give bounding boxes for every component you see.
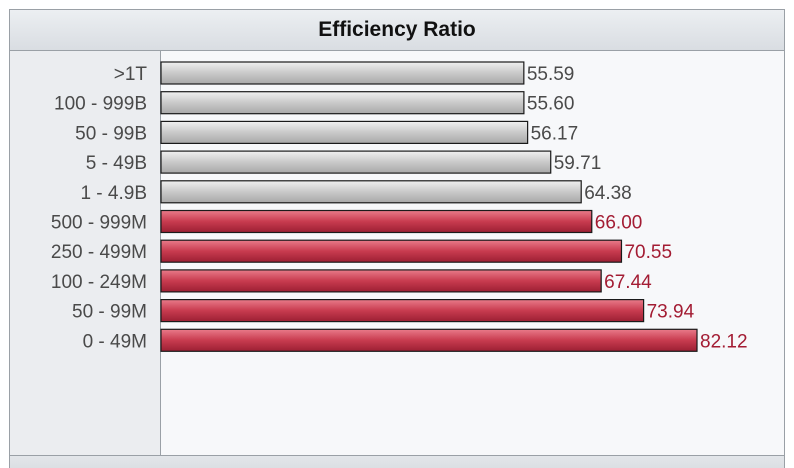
value-label: 66.00 (595, 213, 643, 234)
bar (160, 61, 525, 85)
bar (160, 269, 602, 293)
category-label: 50 - 99B (75, 123, 147, 144)
value-label: 55.60 (527, 94, 575, 115)
category-label: 50 - 99M (72, 302, 147, 323)
value-label: 59.71 (554, 153, 602, 174)
value-label: 55.59 (527, 64, 575, 85)
value-label: 67.44 (604, 272, 652, 293)
bar (160, 150, 552, 174)
value-label: 73.94 (647, 302, 695, 323)
bar (160, 120, 529, 145)
category-label: 100 - 999B (54, 94, 147, 115)
category-label: 5 - 49B (86, 153, 147, 174)
category-label: 250 - 499M (51, 242, 147, 263)
category-label: 500 - 999M (51, 213, 147, 234)
value-label: 70.55 (624, 242, 672, 263)
bar (160, 209, 593, 234)
bar (160, 180, 582, 204)
value-label: 64.38 (584, 183, 632, 204)
chart-footer (10, 455, 784, 468)
bar (160, 91, 525, 115)
category-label: >1T (114, 64, 148, 85)
category-label: 0 - 49M (83, 331, 147, 352)
chart-title: Efficiency Ratio (10, 10, 784, 51)
value-label: 56.17 (531, 123, 579, 144)
bar (160, 328, 698, 352)
value-label: 82.12 (700, 331, 748, 352)
category-label: 100 - 249M (51, 272, 147, 293)
bars-group: >1T 55.59 100 - 999B 55.60 50 - 99B 56.17 5 - … (51, 61, 748, 352)
bar (160, 239, 623, 263)
category-label: 1 - 4.9B (80, 183, 147, 204)
bar (160, 299, 645, 323)
